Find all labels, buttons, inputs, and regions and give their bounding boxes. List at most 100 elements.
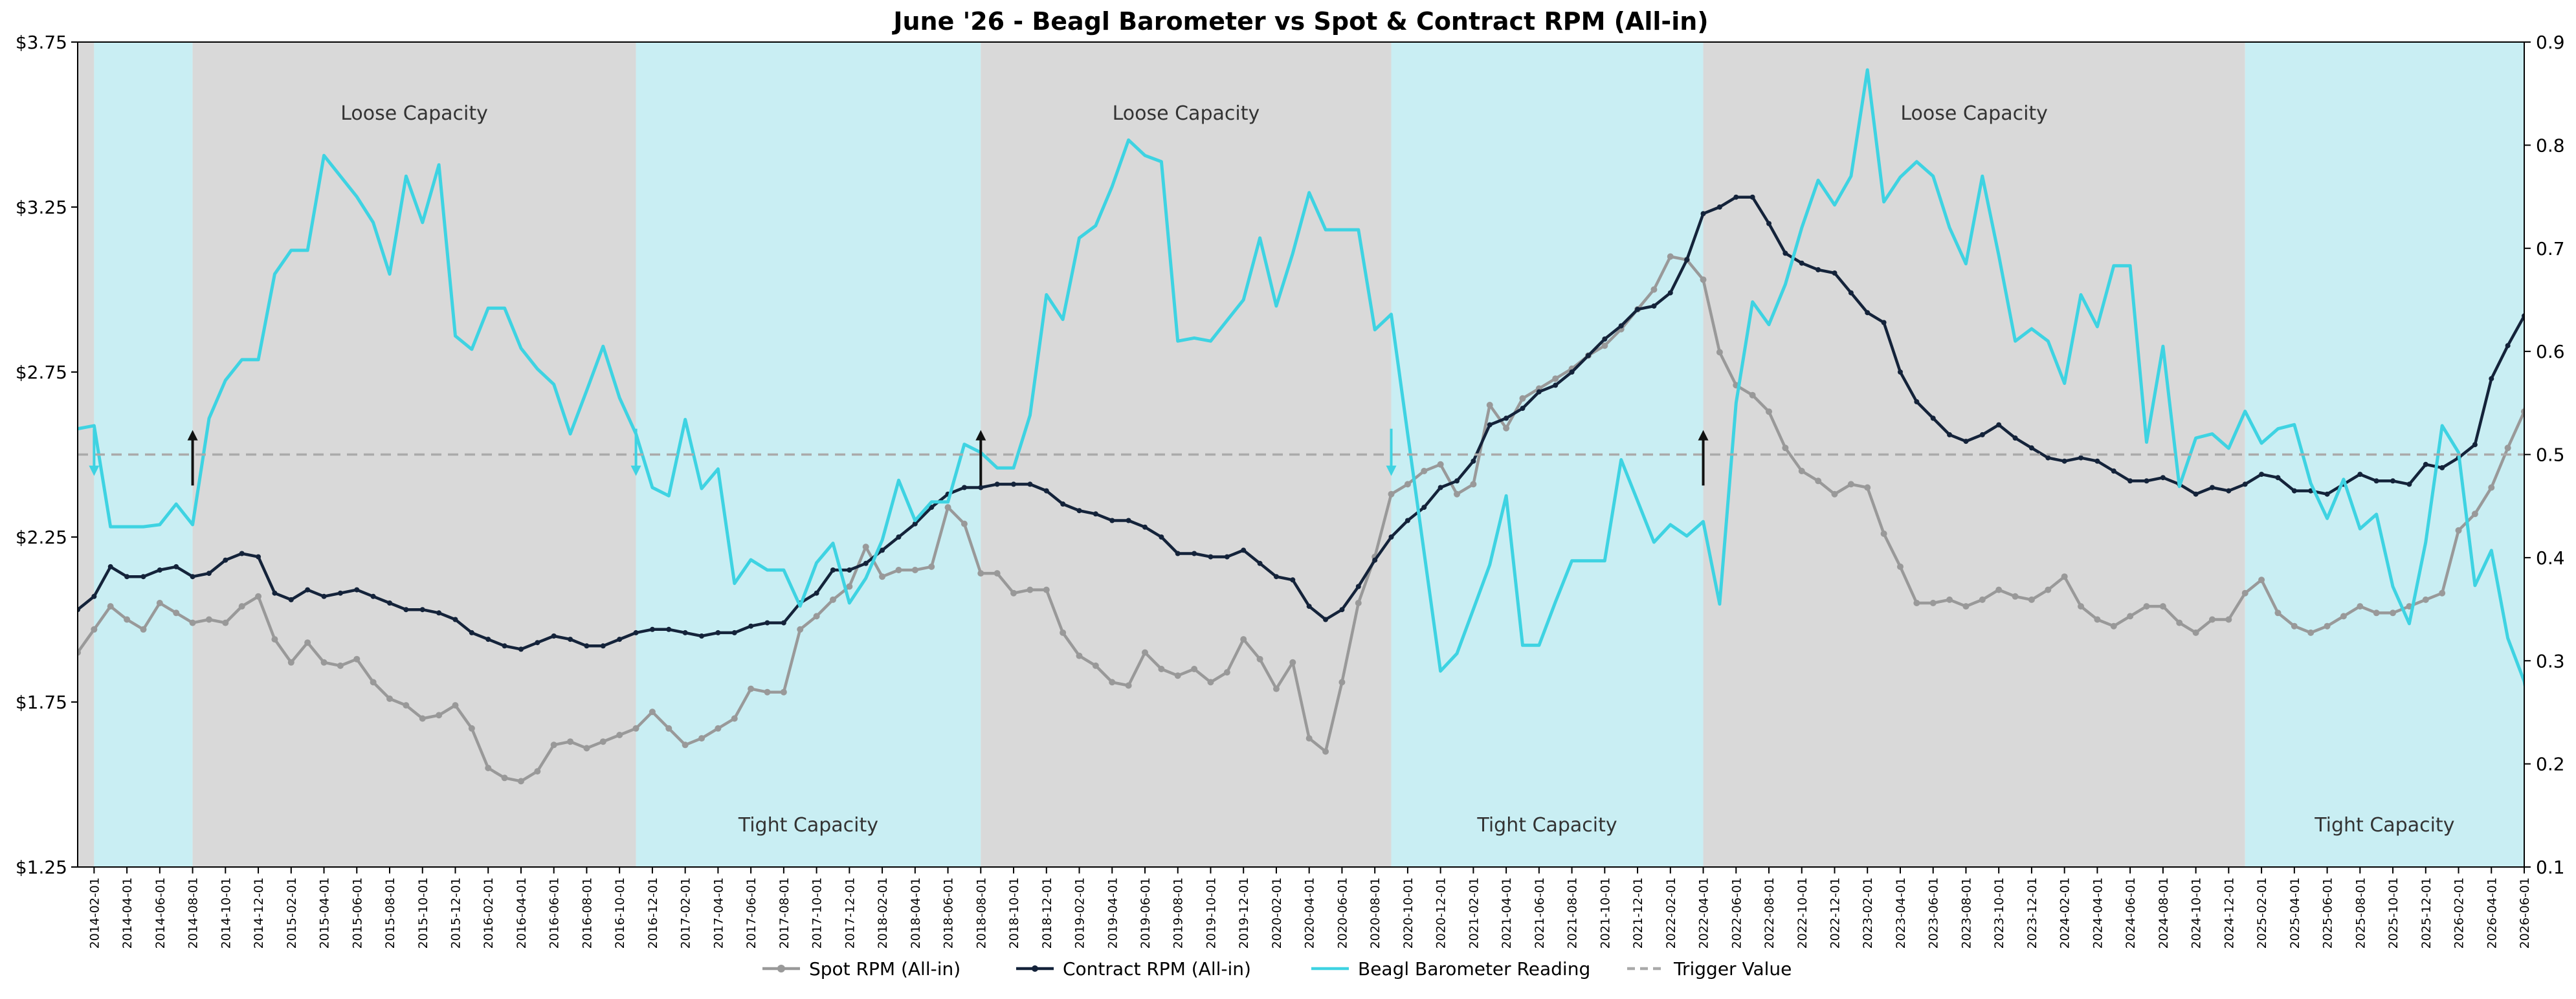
data-point [1766,408,1773,415]
data-point [1996,422,2002,428]
region-label: Loose Capacity [340,102,488,125]
data-point [1240,636,1247,643]
data-point [1979,432,1985,437]
data-point [124,574,130,580]
data-point [1241,547,1247,553]
data-point [584,643,590,649]
data-point [1684,257,1690,263]
data-point [1995,586,2003,593]
data-point [1076,652,1083,659]
data-point [1815,267,1821,272]
data-point [1650,286,1658,293]
data-point [419,715,426,722]
data-point [1733,194,1739,200]
data-point [880,547,885,553]
x-tick-label: 2020-08-01 [1368,877,1382,949]
data-point [386,695,394,702]
data-point [1552,375,1559,382]
y-left-tick-label: $1.75 [16,692,67,713]
x-tick-label: 2025-06-01 [2321,877,2335,949]
data-point [2045,455,2051,461]
data-point [2504,445,2511,452]
data-point [1569,369,1575,375]
y-right-tick-label: 0.2 [2536,754,2565,775]
data-point [2472,442,2478,448]
x-tick-label: 2022-04-01 [1697,877,1711,949]
data-point [1092,662,1099,669]
data-point [1651,303,1657,309]
data-point [2061,458,2067,464]
data-point [419,607,425,613]
data-point [2242,481,2248,487]
data-point [337,662,344,669]
data-point [764,620,770,626]
x-tick-label: 2017-08-01 [777,877,792,949]
data-point [1832,270,1838,276]
data-point [1421,468,1428,474]
data-point [1897,369,1903,375]
data-point [863,560,869,566]
data-point [1865,310,1871,316]
data-point [1716,349,1723,356]
data-point [2505,343,2511,349]
data-point [2488,484,2495,491]
x-tick-label: 2025-02-01 [2255,877,2269,949]
data-point [387,600,393,606]
data-point [189,619,196,626]
x-tick-label: 2015-10-01 [416,877,430,949]
data-point [2357,472,2363,478]
data-point [1963,439,1969,445]
data-point [994,570,1001,577]
x-tick-label: 2023-02-01 [1861,877,1875,949]
x-tick-label: 2025-12-01 [2419,877,2434,949]
data-point [1503,424,1510,432]
data-point [929,505,935,510]
data-point [1256,655,1263,663]
data-point [1027,481,1033,487]
data-point [583,745,590,752]
data-point [1010,589,1017,597]
x-tick-label: 2024-02-01 [2058,877,2072,949]
y-right-tick-label: 0.1 [2536,857,2565,878]
data-point [1142,524,1148,530]
data-point [2471,510,2478,518]
data-point [485,765,492,771]
data-point [2390,609,2397,617]
up-arrow-icon [975,430,986,441]
x-tick-label: 2024-12-01 [2222,877,2236,949]
x-tick-label: 2019-10-01 [1204,877,1218,949]
data-point [1601,342,1608,349]
data-point [1929,600,1937,606]
data-point [501,774,508,782]
data-point [1043,586,1050,593]
data-point [961,485,967,490]
data-point [1749,194,1755,200]
data-point [2094,616,2101,623]
y-left-tick-label: $2.25 [16,527,67,548]
data-point [895,567,902,573]
data-point [666,626,672,632]
data-point [2537,316,2544,322]
down-arrow-icon [630,465,641,476]
x-tick-label: 2026-04-01 [2485,877,2499,949]
x-tick-label: 2015-12-01 [449,877,463,949]
data-point [1947,432,1953,437]
data-point [764,688,771,696]
data-point [1553,382,1559,388]
x-tick-label: 2014-06-01 [153,877,168,949]
data-point [1011,481,1017,487]
data-point [1141,649,1148,656]
data-point [1864,484,1871,491]
x-tick-label: 2016-04-01 [515,877,529,949]
chart-title: June '26 - Beagl Barometer vs Spot & Con… [891,7,1708,36]
x-tick-label: 2020-10-01 [1401,877,1416,949]
data-point [2521,408,2524,415]
x-tick-label: 2016-08-01 [580,877,594,949]
data-point [2307,629,2315,636]
data-point [452,702,459,709]
data-point [535,640,540,646]
data-point [2406,481,2412,487]
x-tick-label: 2021-10-01 [1598,877,1612,949]
data-point [2209,485,2215,490]
